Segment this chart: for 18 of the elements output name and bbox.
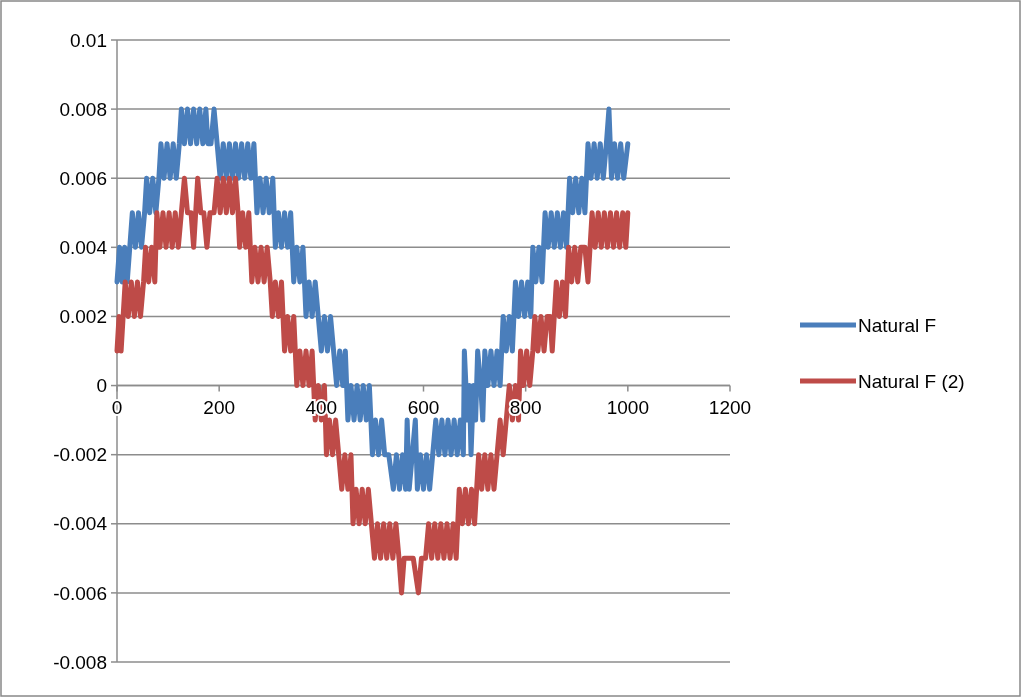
y-tick-label: -0.008: [53, 651, 107, 673]
x-tick-label: 1200: [708, 396, 752, 418]
x-tick-label: 0: [111, 396, 123, 418]
legend-label: Natural F (2): [858, 370, 965, 392]
x-tick-label: 1000: [606, 396, 649, 418]
x-tick-label: 400: [305, 396, 338, 418]
y-tick-label: 0.002: [59, 306, 107, 328]
y-tick-label: 0.006: [59, 167, 107, 189]
y-tick-label: -0.002: [53, 444, 107, 466]
y-tick-label: 0.004: [59, 236, 108, 258]
legend-label: Natural F: [858, 314, 937, 336]
y-tick-label: 0.01: [70, 29, 107, 51]
y-tick-label: 0: [96, 375, 107, 397]
y-tick-label: -0.006: [53, 582, 107, 604]
x-tick-label: 600: [407, 396, 440, 418]
x-tick-label: 200: [203, 396, 236, 418]
y-tick-label: 0.008: [59, 98, 107, 120]
y-tick-label: -0.004: [53, 513, 108, 535]
